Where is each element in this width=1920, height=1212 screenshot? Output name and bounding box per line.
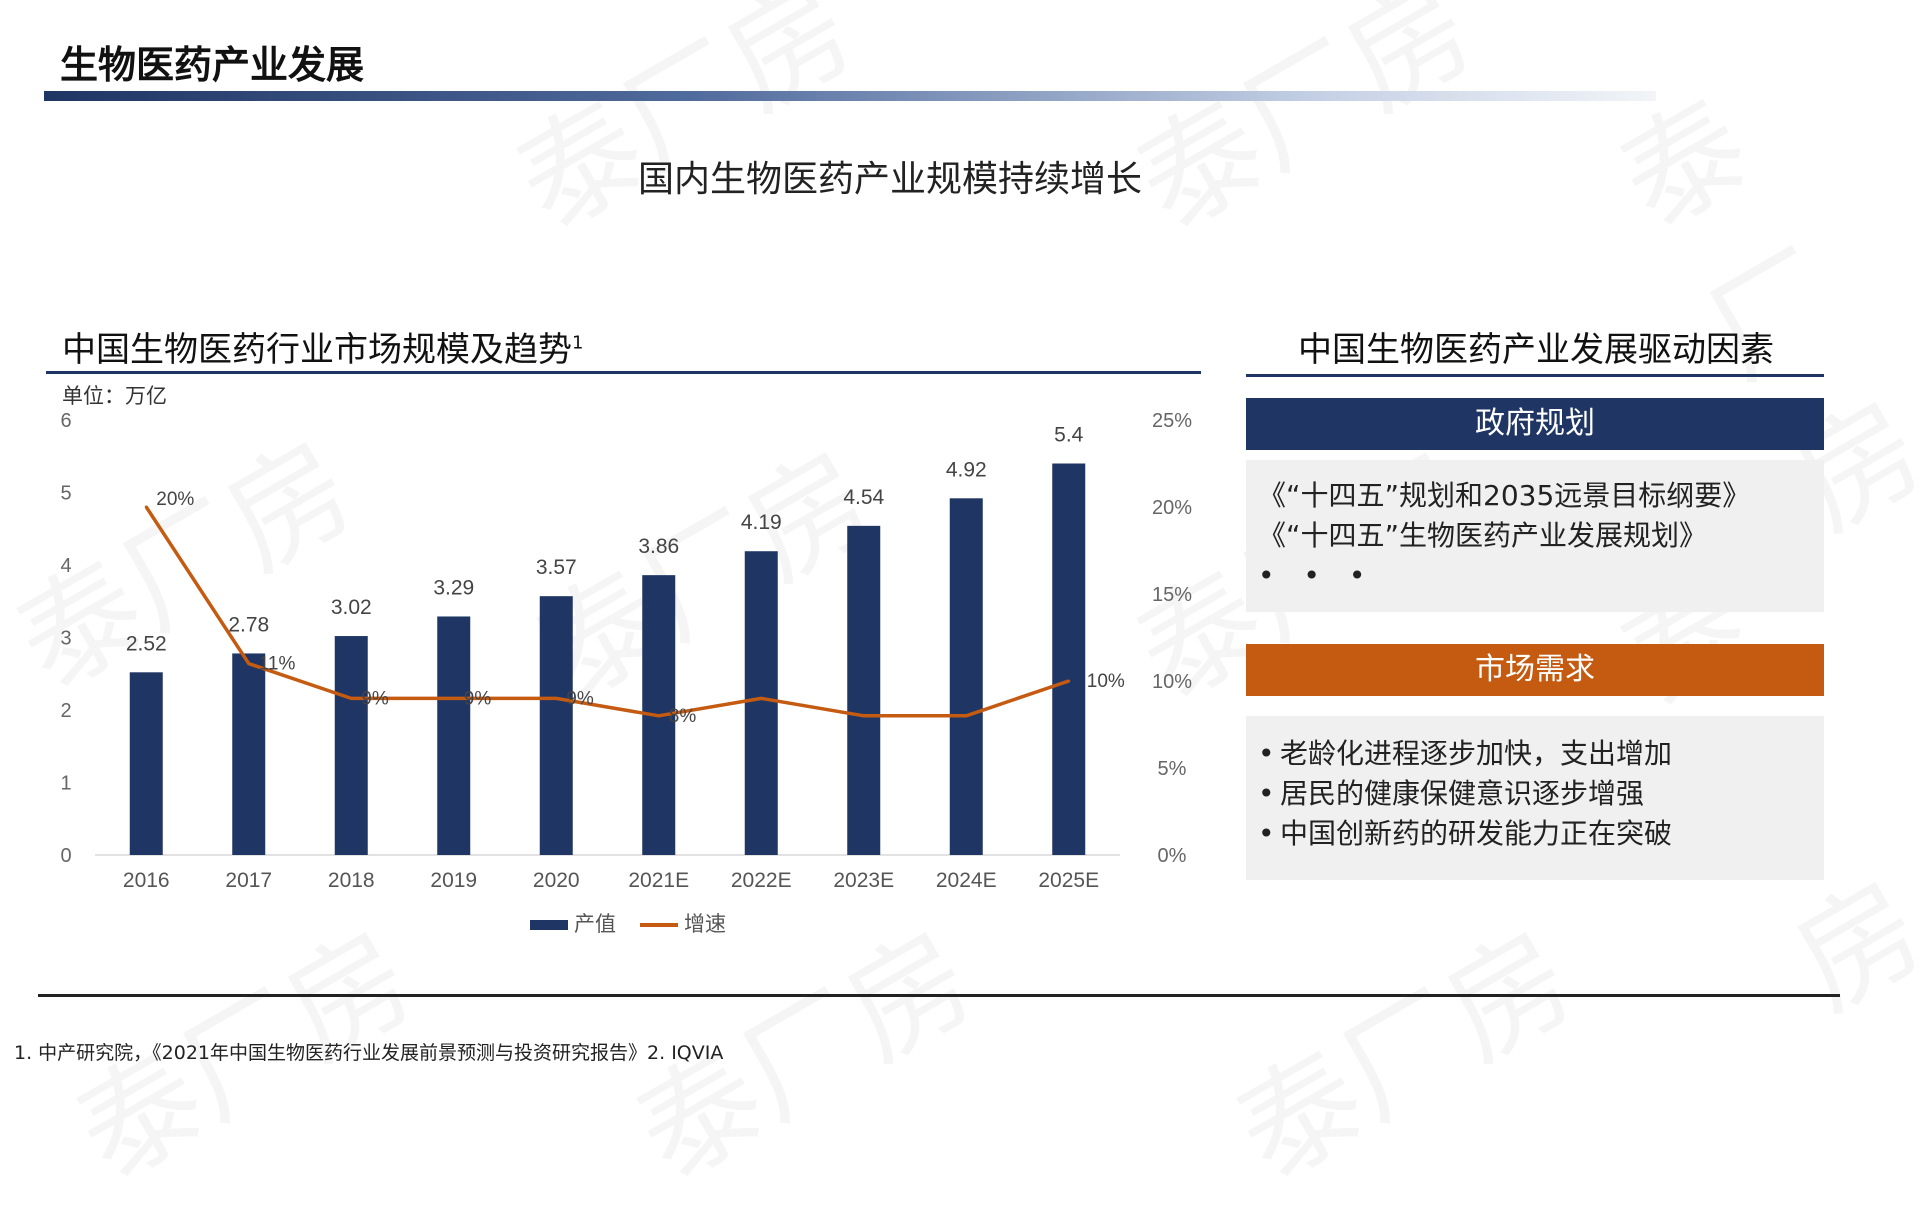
x-tick-label: 2023E	[833, 869, 894, 892]
market-demand-box: • 老龄化进程逐步加快，支出增加 • 居民的健康保健意识逐步增强 • 中国创新药的研发…	[1246, 716, 1824, 880]
growth-data-label: 11%	[259, 654, 296, 675]
y-left-tick: 5	[60, 483, 71, 505]
growth-point	[452, 696, 456, 700]
bar-value-label: 3.57	[536, 556, 577, 579]
page-title: 生物医药产业发展	[60, 43, 365, 87]
growth-data-label: 9%	[464, 688, 492, 709]
y-right-tick: 25%	[1152, 410, 1192, 432]
bullet-icon: •	[1258, 737, 1275, 770]
bar-value-label: 3.86	[638, 535, 679, 558]
source-footnote: 1. 中产研究院，《2021年中国生物医药行业发展前景预测与投资研究报告》2. …	[14, 1042, 724, 1064]
bar-value-label: 4.92	[946, 458, 987, 481]
y-left-tick: 4	[60, 555, 71, 577]
watermark: 泰厂房	[1201, 882, 1600, 1212]
market-demand-band: 市场需求	[1246, 644, 1824, 696]
chart-heading: 中国生物医药行业市场规模及趋势1	[62, 322, 583, 371]
growth-point	[1067, 679, 1071, 683]
growth-point	[657, 714, 661, 718]
y-left-tick: 2	[60, 700, 71, 722]
bar	[949, 498, 983, 855]
unit-label: 单位：万亿	[62, 384, 167, 408]
bar	[1052, 463, 1086, 855]
growth-data-label: 20%	[156, 489, 194, 510]
x-tick-label: 2024E	[936, 869, 997, 892]
bar	[539, 596, 573, 855]
bar-value-label: 4.54	[843, 486, 884, 509]
y-right-tick: 20%	[1152, 497, 1192, 519]
market-item-text: 居民的健康保健意识逐步增强	[1280, 777, 1645, 810]
x-tick-label: 2020	[533, 869, 580, 892]
bar	[437, 616, 471, 855]
gov-item-ellipsis: • • •	[1258, 559, 1376, 592]
market-item: • 中国创新药的研发能力正在突破	[1246, 814, 1824, 854]
y-left-tick: 6	[60, 410, 71, 432]
growth-point	[349, 696, 353, 700]
bar-value-label: 5.4	[1054, 424, 1084, 447]
legend-label-bar: 产值	[574, 913, 616, 936]
government-planning-band: 政府规划	[1246, 398, 1824, 450]
legend-swatch-bar	[530, 920, 568, 930]
x-tick-label: 2017	[225, 869, 272, 892]
y-right-tick: 15%	[1152, 584, 1192, 606]
growth-point	[554, 696, 558, 700]
x-tick-label: 2021E	[628, 869, 689, 892]
growth-point	[759, 696, 763, 700]
market-size-chart: 0 1 2 3 4 5 6 0% 5% 10% 15% 20% 25% 2.52 2.78 3.02 3.29 3…	[60, 410, 1192, 936]
x-tick-label: 2019	[430, 869, 477, 892]
drivers-heading-rule	[1246, 374, 1824, 377]
gov-item: 《“十四五”生物医药产业发展规划》	[1258, 519, 1708, 552]
bar	[744, 551, 778, 855]
bar-value-label: 3.29	[433, 576, 474, 599]
growth-data-label: 9%	[566, 688, 594, 709]
drivers-heading: 中国生物医药产业发展驱动因素	[1298, 330, 1774, 370]
bar	[232, 653, 266, 855]
growth-point	[144, 505, 148, 509]
footnote-ref: 1	[572, 332, 584, 354]
x-tick-label: 2018	[328, 869, 375, 892]
growth-point	[862, 714, 866, 718]
page-subtitle: 国内生物医药产业规模持续增长	[637, 159, 1142, 200]
y-left-tick: 0	[60, 845, 71, 867]
growth-point	[964, 714, 968, 718]
bar-value-label: 3.02	[331, 596, 372, 619]
y-right-tick: 5%	[1158, 758, 1187, 780]
bar-value-label: 2.78	[228, 613, 269, 636]
watermark: 泰厂房	[1101, 0, 1500, 262]
market-item-text: 中国创新药的研发能力正在突破	[1280, 817, 1673, 850]
chart-heading-rule	[46, 371, 1201, 374]
growth-data-label: 10%	[1087, 671, 1125, 692]
bar-value-label: 4.19	[741, 511, 782, 534]
growth-point	[247, 662, 251, 666]
y-right-tick: 10%	[1152, 671, 1192, 693]
bar	[129, 672, 163, 855]
y-left-tick: 1	[60, 773, 71, 795]
footer-rule	[38, 994, 1840, 997]
x-tick-label: 2016	[123, 869, 170, 892]
growth-data-label: 8%	[669, 706, 697, 727]
market-item: • 老龄化进程逐步加快，支出增加	[1246, 734, 1824, 774]
chart-heading-text: 中国生物医药行业市场规模及趋势	[62, 330, 572, 370]
bar-value-label: 2.52	[126, 632, 167, 655]
bar	[847, 525, 881, 855]
bullet-icon: •	[1258, 817, 1275, 850]
legend-label-line: 增速	[684, 913, 726, 936]
growth-data-label: 9%	[361, 688, 389, 709]
y-left-tick: 3	[60, 628, 71, 650]
market-item-text: 老龄化进程逐步加快，支出增加	[1280, 737, 1673, 770]
bar	[334, 636, 368, 855]
bullet-icon: •	[1258, 777, 1275, 810]
government-planning-box: 《“十四五”规划和2035远景目标纲要》 《“十四五”生物医药产业发展规划》 •…	[1246, 460, 1824, 612]
y-right-tick: 0%	[1158, 845, 1187, 867]
title-underline-bar	[44, 91, 1656, 101]
watermark: 泰厂房	[481, 0, 880, 262]
gov-item: 《“十四五”规划和2035远景目标纲要》	[1258, 479, 1751, 512]
growth-line	[144, 506, 1070, 718]
market-item: • 居民的健康保健意识逐步增强	[1246, 774, 1824, 814]
x-tick-label: 2025E	[1038, 869, 1099, 892]
x-tick-label: 2022E	[731, 869, 792, 892]
